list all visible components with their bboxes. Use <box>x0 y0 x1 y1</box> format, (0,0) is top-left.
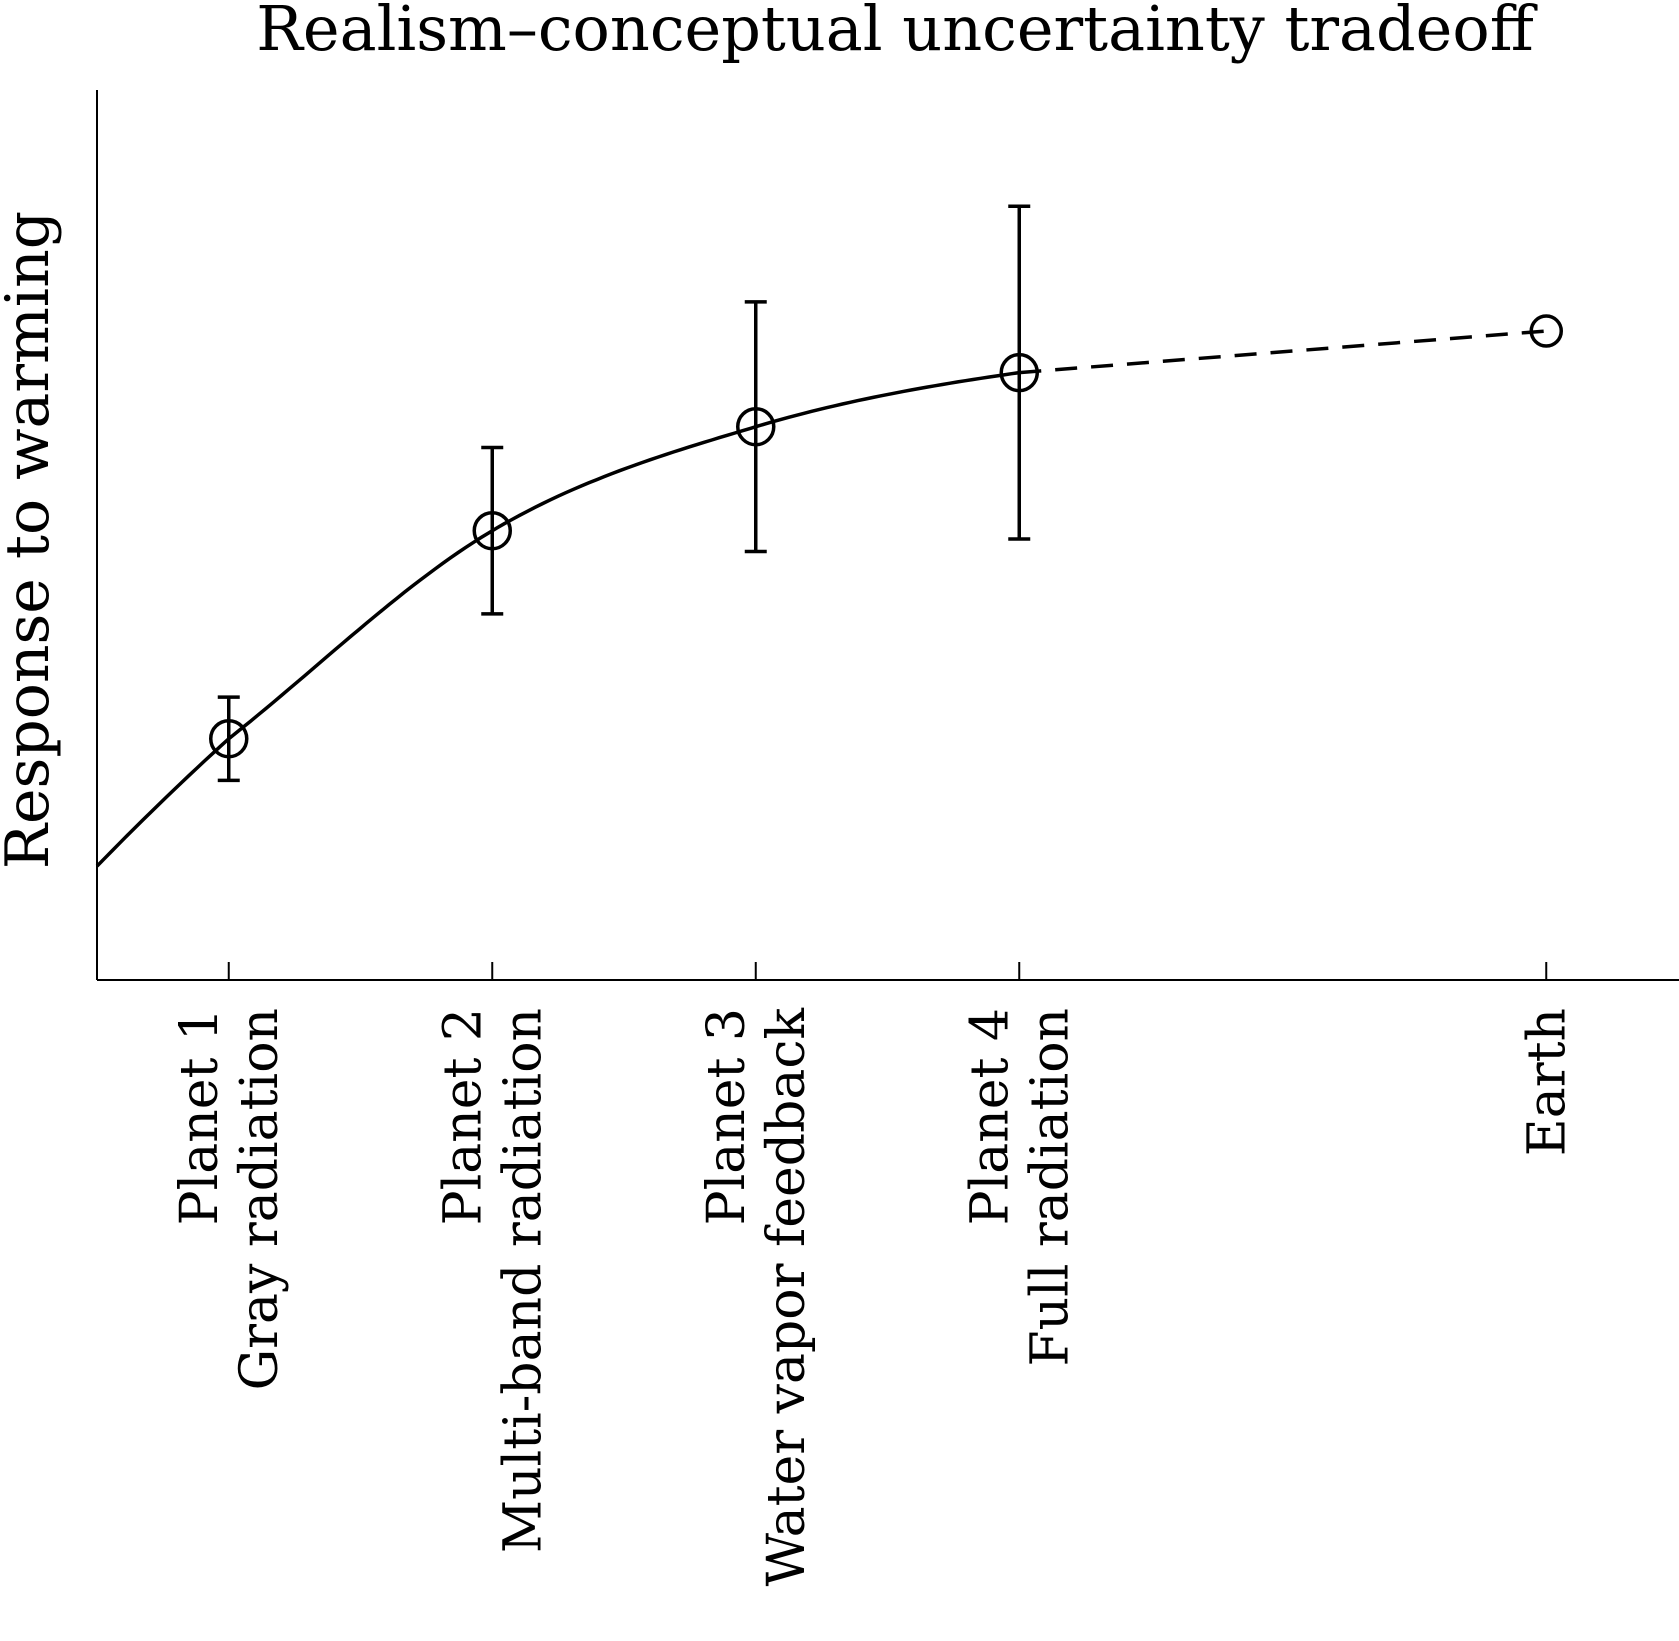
x-tick-label: Multi-band radiation <box>493 1008 553 1553</box>
y-axis-label: Response to warming <box>0 211 63 869</box>
x-tick-label: Gray radiation <box>230 1008 290 1390</box>
x-tick-label: Full radiation <box>1020 1008 1080 1366</box>
data-point <box>209 718 249 759</box>
trend-line-dashed <box>1019 329 1547 375</box>
data-point <box>736 406 776 447</box>
data-point <box>1529 314 1563 348</box>
trend-line-solid <box>95 370 1020 868</box>
chart-title: Realism–conceptual uncertainty tradeoff <box>256 0 1537 65</box>
data-point <box>472 510 512 551</box>
x-tick-labels: Planet 1 Gray radiation Planet 2 Multi-band… <box>170 1008 1578 1587</box>
x-tick-label: Earth <box>1517 1008 1577 1156</box>
x-tick-label: Planet 1 <box>170 1008 230 1225</box>
trend-lines <box>95 329 1547 868</box>
error-bars <box>217 204 1031 783</box>
x-tick-label: Planet 4 <box>960 1008 1020 1225</box>
x-tick-label: Water vapor feedback <box>757 1008 817 1587</box>
x-ticks <box>227 962 1548 980</box>
x-tick-label: Planet 3 <box>697 1008 757 1225</box>
data-point <box>999 352 1039 393</box>
data-points <box>209 314 1563 759</box>
x-tick-label: Planet 2 <box>433 1008 493 1225</box>
